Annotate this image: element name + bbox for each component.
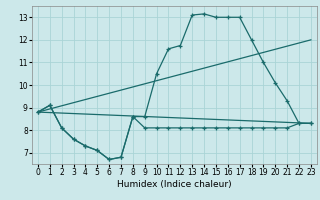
X-axis label: Humidex (Indice chaleur): Humidex (Indice chaleur) xyxy=(117,180,232,189)
